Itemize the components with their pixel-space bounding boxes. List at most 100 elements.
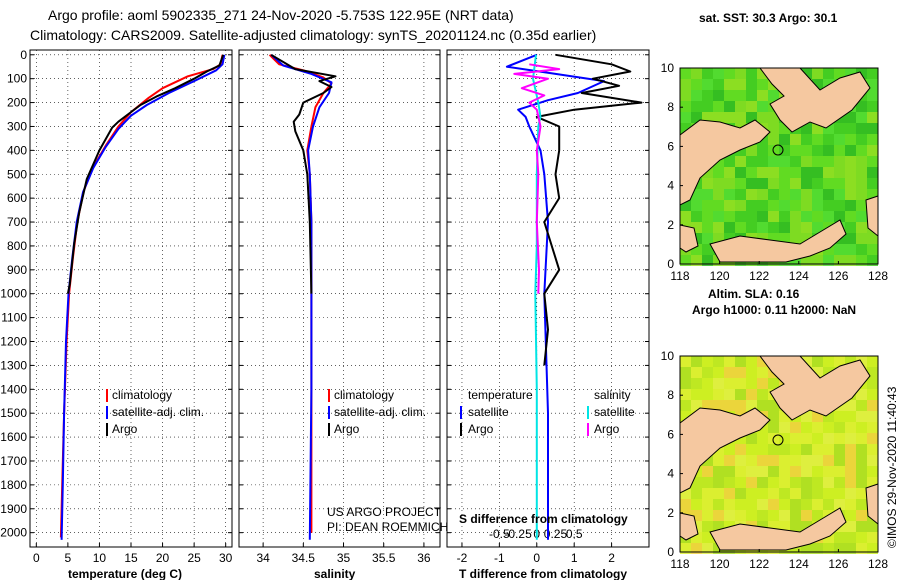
field-cell	[702, 477, 713, 488]
field-cell	[735, 389, 746, 400]
field-cell	[746, 444, 757, 455]
depth-tick-label: 2000	[0, 526, 27, 540]
lon-tick-label: 118	[670, 269, 689, 283]
field-cell	[746, 477, 757, 488]
field-cell	[680, 389, 691, 400]
field-cell	[779, 189, 790, 200]
field-cell	[823, 200, 834, 211]
field-cell	[680, 101, 691, 112]
field-cell	[812, 422, 823, 433]
field-cell	[845, 178, 856, 189]
field-cell	[856, 444, 867, 455]
field-cell	[757, 211, 768, 222]
field-cell	[691, 543, 702, 554]
field-cell	[856, 477, 867, 488]
field-cell	[856, 488, 867, 499]
legend-satellite: satellite-adj. clim.	[334, 405, 426, 419]
field-cell	[713, 112, 724, 123]
field-cell	[834, 499, 845, 510]
field-cell	[790, 167, 801, 178]
field-cell	[746, 433, 757, 444]
sla-map: Altim. SLA: 0.16 Argo h1000: 0.11 h2000:…	[661, 287, 889, 571]
field-cell	[724, 466, 735, 477]
field-cell	[702, 400, 713, 411]
field-cell	[768, 400, 779, 411]
field-cell	[680, 255, 691, 266]
salinity-panel: 34 34.5 35 35.5 36 salinity climatology sate…	[238, 49, 448, 580]
legend-t-argo: Argo	[468, 422, 494, 436]
field-cell	[812, 134, 823, 145]
field-cell	[812, 200, 823, 211]
field-cell	[691, 400, 702, 411]
field-cell	[845, 255, 856, 266]
field-cell	[845, 532, 856, 543]
field-cell	[790, 145, 801, 156]
field-cell	[812, 466, 823, 477]
field-cell	[790, 466, 801, 477]
field-cell	[812, 189, 823, 200]
field-cell	[845, 123, 856, 134]
field-cell	[790, 189, 801, 200]
field-cell	[735, 356, 746, 367]
field-cell	[834, 433, 845, 444]
field-cell	[779, 444, 790, 455]
sla-map-title-1: Altim. SLA: 0.16	[708, 287, 800, 301]
lat-tick-label: 10	[661, 349, 675, 363]
field-cell	[779, 488, 790, 499]
series-line-argo	[270, 53, 337, 294]
field-cell	[724, 222, 735, 233]
series-line-s-argo	[513, 63, 561, 294]
field-cell	[867, 178, 878, 189]
sst-map: sat. SST: 30.3 Argo: 30.1 0 2 4 6 8 10 118 120…	[661, 11, 889, 283]
field-cell	[768, 90, 779, 101]
x-tick-label: -1	[494, 551, 505, 565]
field-cell	[746, 499, 757, 510]
salinity-grid	[239, 50, 440, 547]
field-cell	[790, 200, 801, 211]
field-cell	[801, 499, 812, 510]
field-cell	[746, 389, 757, 400]
x-tick-label: 25	[187, 551, 201, 565]
field-cell	[812, 455, 823, 466]
field-cell	[845, 521, 856, 532]
depth-tick-label: 1800	[0, 478, 27, 492]
field-cell	[746, 488, 757, 499]
field-cell	[834, 134, 845, 145]
field-cell	[779, 178, 790, 189]
field-cell	[746, 189, 757, 200]
series-line-t-satellite	[505, 53, 606, 540]
lat-tick-label: 6	[667, 427, 674, 441]
field-cell	[812, 367, 823, 378]
field-cell	[702, 211, 713, 222]
field-cell	[867, 444, 878, 455]
field-cell	[735, 178, 746, 189]
field-cell	[845, 499, 856, 510]
field-cell	[691, 112, 702, 123]
field-cell	[702, 532, 713, 543]
x2-tick-label: -0.25	[504, 527, 532, 541]
field-cell	[735, 499, 746, 510]
field-cell	[812, 433, 823, 444]
field-cell	[823, 244, 834, 255]
x2-tick-label: 0.5	[566, 527, 583, 541]
field-cell	[724, 211, 735, 222]
field-cell	[702, 367, 713, 378]
field-cell	[867, 167, 878, 178]
field-cell	[834, 68, 845, 79]
depth-tick-label: 0	[20, 48, 27, 62]
salinity-xlabel: salinity	[314, 567, 356, 580]
field-cell	[801, 167, 812, 178]
field-cell	[867, 521, 878, 532]
sla-island-west	[679, 407, 771, 494]
field-cell	[856, 134, 867, 145]
field-cell	[812, 145, 823, 156]
depth-tick-label: 500	[7, 167, 27, 181]
x-tick-label: 34	[256, 551, 270, 565]
field-cell	[691, 477, 702, 488]
field-cell	[735, 79, 746, 90]
field-cell	[702, 233, 713, 244]
field-cell	[713, 378, 724, 389]
field-cell	[757, 101, 768, 112]
field-cell	[680, 543, 691, 554]
field-cell	[845, 156, 856, 167]
